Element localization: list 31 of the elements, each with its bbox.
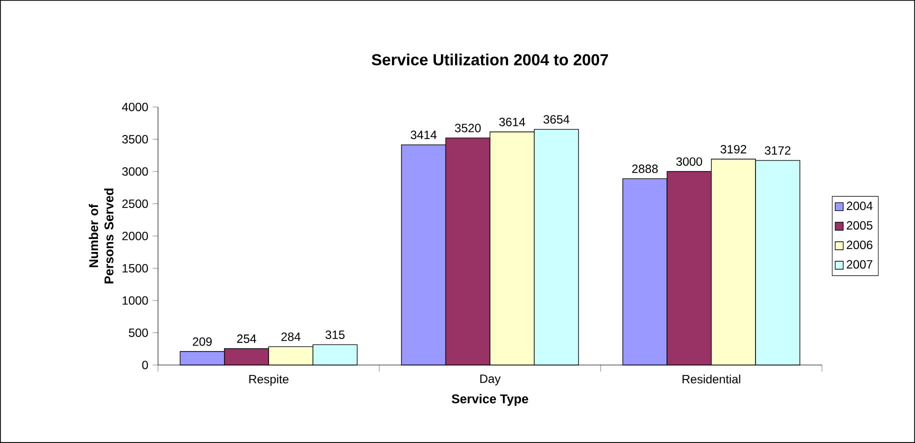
data-label: 315 [326, 330, 345, 340]
data-label: 3414 [410, 130, 437, 140]
x-axis-title: Service Type [452, 394, 528, 406]
data-label: 2888 [632, 164, 658, 174]
y-tick-label: 3000 [122, 167, 148, 176]
y-axis-title: Number of Persons Served [88, 188, 114, 284]
y-tick-label: 0 [142, 360, 148, 370]
data-label: 3172 [764, 146, 790, 155]
y-tick-label: 2000 [122, 232, 148, 240]
y-tick-label: 3500 [122, 134, 148, 144]
data-label: 209 [192, 337, 212, 346]
y-tick-label: 500 [128, 328, 148, 337]
legend-label: 2005 [846, 221, 872, 230]
data-label: 3520 [454, 124, 481, 132]
data-label: 284 [281, 332, 300, 342]
x-tick-label: Day [480, 374, 501, 386]
y-tick-label: 2500 [122, 199, 148, 208]
data-label: 254 [237, 334, 256, 343]
x-tick-label: Respite [249, 374, 288, 386]
legend-label: 2006 [846, 240, 872, 250]
legend-label: 2007 [846, 260, 872, 269]
legend-label: 2004 [846, 202, 873, 210]
data-label: 3654 [544, 115, 570, 124]
data-label: 3192 [720, 144, 746, 154]
chart-title: Service Utilization 2004 to 2007 [372, 54, 608, 66]
y-tick-label: 4000 [122, 102, 148, 112]
x-tick-label: Residential [682, 374, 740, 384]
y-tick-label: 1000 [122, 296, 148, 305]
y-tick-label: 1500 [122, 264, 148, 272]
data-label: 3614 [499, 118, 526, 126]
data-label: 3000 [676, 157, 702, 166]
